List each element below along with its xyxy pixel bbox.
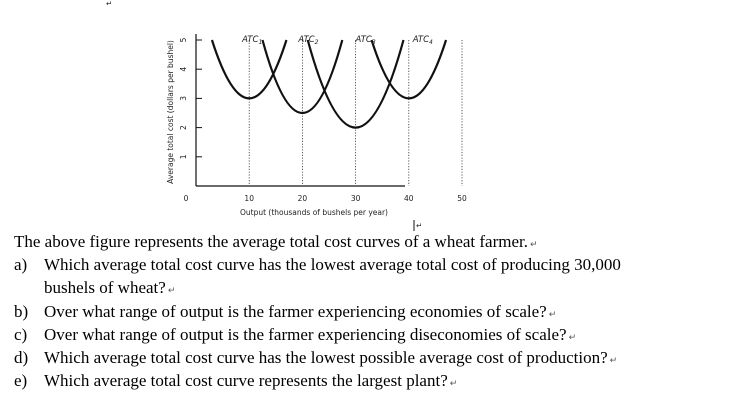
atc-label-2: ATC2: [297, 35, 318, 46]
atc-label-3: ATC3: [355, 35, 376, 46]
atc-chart: ↵ Average total cost (dollars per bushel…: [106, 0, 467, 231]
stray-mark: ↵: [106, 0, 112, 8]
y-tick-label: 3: [179, 96, 188, 101]
x-label-para-mark: ↵: [416, 221, 422, 230]
x-tick-label: 30: [351, 194, 361, 203]
question-text: Which average total cost curve has the l…: [44, 348, 618, 367]
y-axis-label: Average total cost (dollars per bushel): [166, 40, 175, 184]
x-tick-label: 40: [404, 194, 414, 203]
para-mark: ↵: [548, 310, 557, 320]
intro-text: The above figure represents the average …: [14, 232, 529, 251]
intro-line: The above figure represents the average …: [14, 232, 538, 255]
question-label: c): [14, 325, 28, 344]
para-mark: ↵: [167, 286, 176, 296]
atc-label-1: ATC1: [241, 35, 262, 46]
question-label: d): [14, 348, 29, 367]
para-mark: ↵: [609, 356, 618, 366]
atc-label-4: ATC4: [412, 35, 433, 46]
para-mark: ↵: [449, 379, 458, 389]
question-text: bushels of wheat? ↵: [44, 278, 176, 297]
origin-label: 0: [184, 194, 189, 203]
question-label: b): [14, 302, 29, 321]
x-tick-label: 50: [457, 194, 467, 203]
x-tick-label: 20: [298, 194, 308, 203]
atc-curve-1: [210, 39, 288, 100]
y-tick-label: 4: [179, 67, 188, 72]
question-text: Over what range of output is the farmer …: [44, 302, 557, 321]
atc-curve-3: [306, 39, 405, 129]
question-text: Which average total cost curve represent…: [44, 371, 458, 390]
question-label: e): [14, 371, 28, 390]
x-axis-label: Output (thousands of bushels per year): [240, 208, 388, 217]
question-label: a): [14, 255, 28, 274]
question-text: Which average total cost curve has the l…: [44, 255, 621, 274]
y-tick-label: 1: [179, 154, 188, 159]
atc-curve-4: [370, 39, 448, 100]
x-tick-label: 10: [244, 194, 254, 203]
atc-curve-2: [261, 39, 344, 115]
question-text: Over what range of output is the farmer …: [44, 325, 577, 344]
para-mark: ↵: [568, 333, 577, 343]
para-mark: ↵: [530, 240, 538, 250]
y-tick-label: 2: [179, 125, 188, 130]
y-tick-label: 5: [179, 37, 188, 42]
